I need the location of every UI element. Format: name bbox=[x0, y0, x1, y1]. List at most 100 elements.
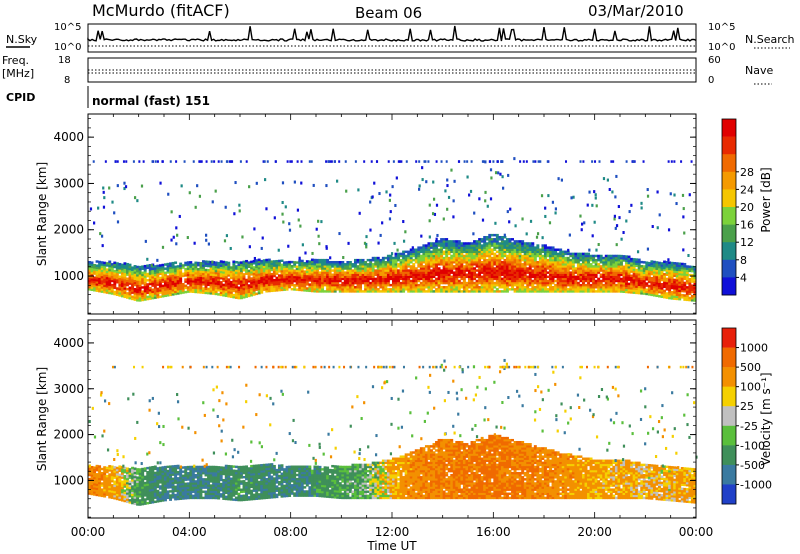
power-cell bbox=[544, 285, 547, 289]
power-cell bbox=[402, 281, 406, 285]
power-cell bbox=[526, 260, 530, 264]
power-cell bbox=[298, 284, 302, 287]
power-cell bbox=[516, 263, 520, 266]
power-cell bbox=[199, 268, 203, 271]
power-cell bbox=[485, 283, 489, 287]
power-cell bbox=[480, 277, 484, 281]
power-cell bbox=[582, 290, 585, 293]
power-cell bbox=[151, 296, 155, 300]
power-cell bbox=[460, 269, 464, 272]
power-cell bbox=[485, 273, 489, 276]
power-cell bbox=[267, 262, 271, 266]
velocity-cell bbox=[110, 475, 114, 479]
power-cell bbox=[252, 289, 256, 292]
power-cell bbox=[424, 281, 428, 285]
power-cell bbox=[490, 258, 494, 262]
power-cell bbox=[599, 285, 603, 289]
power-cell bbox=[538, 250, 542, 254]
power-cell bbox=[511, 288, 514, 291]
power-scatter bbox=[622, 231, 625, 235]
power-cell bbox=[541, 260, 545, 264]
velocity-cell bbox=[95, 473, 99, 476]
power-cell bbox=[678, 291, 682, 295]
power-cell bbox=[495, 271, 499, 274]
power-cell bbox=[93, 268, 96, 271]
power-cell bbox=[500, 238, 504, 241]
power-cell bbox=[445, 238, 449, 241]
power-cell bbox=[427, 265, 431, 268]
power-cell bbox=[690, 288, 694, 292]
power-cell bbox=[559, 273, 563, 276]
power-cell bbox=[513, 258, 517, 262]
power-cell bbox=[404, 285, 408, 289]
power-cell bbox=[113, 265, 117, 269]
power-cell bbox=[98, 283, 102, 287]
power-cell bbox=[354, 275, 357, 279]
power-cell bbox=[551, 265, 555, 268]
power-cell bbox=[617, 279, 621, 283]
power-cell bbox=[267, 287, 271, 291]
power-scatter bbox=[581, 222, 584, 226]
power-cell bbox=[300, 265, 304, 269]
velocity-cell bbox=[110, 494, 114, 497]
power-cell bbox=[298, 278, 302, 281]
power-cell bbox=[457, 263, 461, 266]
power-cell bbox=[217, 264, 221, 267]
power-cell bbox=[88, 273, 91, 276]
power-cell bbox=[171, 280, 175, 284]
power-cell bbox=[237, 261, 241, 264]
power-cell bbox=[432, 273, 436, 276]
power-cell bbox=[234, 283, 238, 287]
power-cell bbox=[485, 277, 489, 281]
power-cell bbox=[485, 288, 489, 291]
nsearch-tick-high: 10^5 bbox=[708, 22, 735, 33]
power-scatter bbox=[205, 238, 208, 242]
power-cell bbox=[285, 277, 289, 281]
power-cell bbox=[257, 266, 261, 270]
power-cell bbox=[559, 269, 563, 272]
power-far-echo bbox=[226, 160, 229, 163]
power-cell bbox=[612, 281, 616, 285]
y-tick-label: 4000 bbox=[53, 130, 84, 144]
power-far-echo bbox=[183, 160, 186, 163]
power-cell bbox=[204, 277, 208, 280]
power-cell bbox=[98, 271, 102, 274]
power-cell bbox=[450, 263, 454, 266]
power-cell bbox=[584, 252, 588, 256]
power-cell bbox=[450, 275, 454, 279]
power-cell bbox=[521, 279, 525, 283]
power-cell bbox=[386, 256, 390, 260]
power-cell bbox=[564, 283, 568, 287]
power-cell bbox=[473, 277, 476, 281]
power-cell bbox=[533, 258, 537, 262]
power-cell bbox=[280, 284, 284, 287]
power-far-echo bbox=[274, 160, 277, 163]
power-cell bbox=[128, 296, 132, 300]
power-cell bbox=[209, 262, 213, 266]
power-cell bbox=[435, 258, 438, 262]
power-cell bbox=[386, 260, 390, 264]
power-cell bbox=[513, 250, 517, 254]
power-cell bbox=[212, 288, 216, 291]
power-cell bbox=[597, 288, 601, 291]
power-cell bbox=[295, 280, 299, 283]
power-cell bbox=[336, 288, 340, 291]
power-cell bbox=[199, 282, 203, 286]
power-cell bbox=[675, 295, 679, 299]
power-cell bbox=[348, 265, 352, 268]
power-cell bbox=[549, 285, 552, 289]
power-cell bbox=[412, 281, 416, 285]
power-cell bbox=[551, 248, 555, 251]
power-cell bbox=[234, 279, 238, 283]
velocity-cell bbox=[93, 466, 96, 469]
power-cell bbox=[181, 272, 185, 276]
velocity-cell bbox=[120, 474, 124, 477]
power-cell bbox=[392, 288, 395, 291]
power-cell bbox=[115, 266, 119, 269]
power-cell bbox=[670, 284, 674, 288]
power-cell bbox=[224, 284, 228, 287]
power-cell bbox=[592, 258, 596, 262]
power-scatter bbox=[194, 205, 197, 209]
power-cell bbox=[171, 268, 175, 271]
power-cell bbox=[574, 256, 578, 260]
